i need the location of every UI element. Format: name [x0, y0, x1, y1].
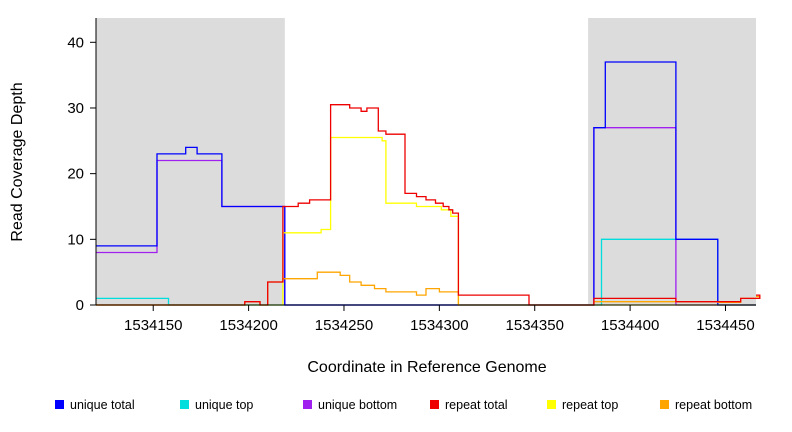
legend-label-repeat-total: repeat total: [445, 398, 508, 412]
legend-swatch-unique-top: [180, 400, 189, 409]
legend-label-unique-total: unique total: [70, 398, 135, 412]
legend-swatch-unique-bottom: [303, 400, 312, 409]
legend-swatch-unique-total: [55, 400, 64, 409]
x-tick-label: 1534250: [315, 317, 373, 334]
x-tick-label: 1534150: [124, 317, 182, 334]
shaded-region: [588, 18, 756, 305]
shaded-regions-group: [96, 18, 756, 305]
legend-label-repeat-top: repeat top: [562, 398, 618, 412]
series-unique-total: [96, 61, 756, 306]
legend-swatch-repeat-bottom: [660, 400, 669, 409]
x-axis-title: Coordinate in Reference Genome: [307, 359, 546, 376]
series-repeat-top: [96, 136, 756, 306]
x-tick-label: 1534400: [601, 317, 659, 334]
x-tick-label: 1534300: [410, 317, 468, 334]
legend-label-repeat-bottom: repeat bottom: [675, 398, 752, 412]
x-tick-label: 1534350: [506, 317, 564, 334]
shaded-region: [96, 18, 285, 305]
y-axis-title: Read Coverage Depth: [9, 82, 26, 241]
legend-label-unique-top: unique top: [195, 398, 253, 412]
y-tick-label: 10: [67, 231, 84, 248]
series-group: [96, 61, 761, 306]
legend-swatch-repeat-total: [430, 400, 439, 409]
x-tick-label: 1534450: [696, 317, 754, 334]
legend-swatch-repeat-top: [547, 400, 556, 409]
x-tick-label: 1534200: [219, 317, 277, 334]
y-tick-label: 40: [67, 34, 84, 51]
axes-group: 0 10 20 30 40 1534150 1534200 1534250 1534300 153…: [67, 18, 756, 334]
legend-label-unique-bottom: unique bottom: [318, 398, 397, 412]
legend: unique total unique top unique bottom repea…: [55, 398, 752, 412]
y-tick-label: 30: [67, 100, 84, 117]
y-tick-label: 20: [67, 166, 84, 183]
y-tick-label: 0: [76, 297, 84, 314]
